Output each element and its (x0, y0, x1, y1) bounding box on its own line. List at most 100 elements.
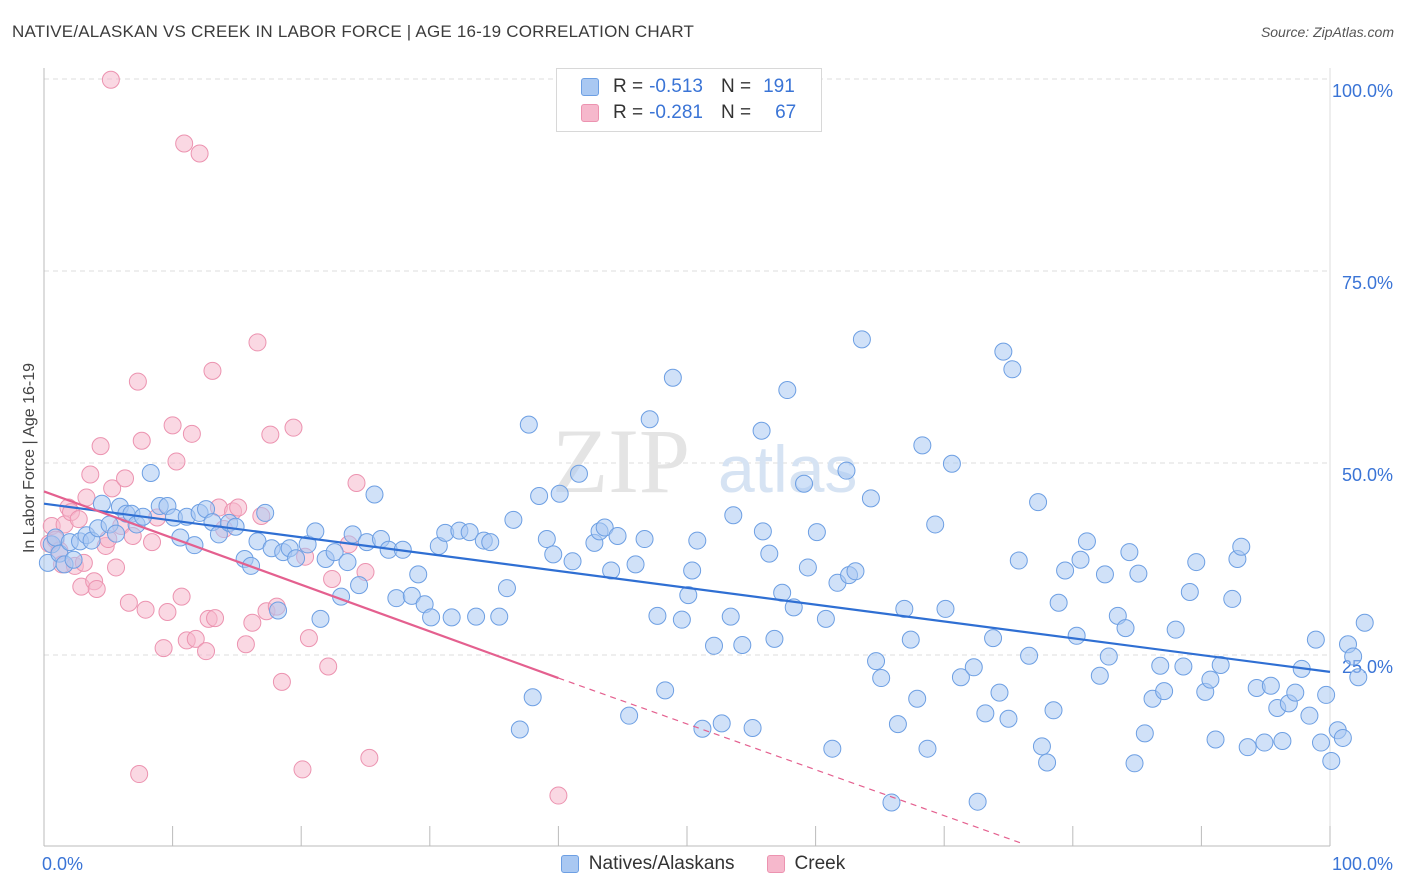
y-tick-label: 100.0% (1332, 81, 1393, 101)
natives-point (1049, 593, 1068, 612)
natives-point (1333, 728, 1352, 747)
natives-point (1020, 646, 1039, 665)
natives-point (467, 607, 486, 626)
natives-point (569, 464, 588, 483)
natives-point (705, 636, 724, 655)
creek-point (182, 424, 201, 443)
axis-layer: 25.0%50.0%75.0%100.0%0.0% 100.0% (42, 68, 1393, 874)
legend-n-value: 67 (775, 102, 797, 123)
natives-point (1120, 543, 1139, 562)
creek-point (197, 642, 216, 661)
creek-point (229, 498, 248, 517)
natives-point (688, 531, 707, 550)
natives-point (683, 561, 702, 580)
creek-point (158, 602, 177, 621)
creek-point (549, 786, 568, 805)
creek-point (347, 473, 366, 492)
natives-point (976, 704, 995, 723)
natives-point (888, 715, 907, 734)
natives-point (648, 606, 667, 625)
natives-point (1129, 564, 1148, 583)
natives-point (895, 599, 914, 618)
natives-point (1317, 685, 1336, 704)
creek-point (248, 333, 267, 352)
natives-point (1151, 656, 1170, 675)
natives-point (1090, 666, 1109, 685)
natives-point (733, 636, 752, 655)
natives-point (816, 609, 835, 628)
creek-point (172, 587, 191, 606)
legend-r-value: -0.513 (649, 76, 703, 97)
creek-point (103, 479, 122, 498)
natives-point (1322, 751, 1341, 770)
natives-point (778, 381, 797, 400)
watermark: ZIP atlas (552, 410, 857, 512)
natives-point (679, 586, 698, 605)
natives-point (1003, 360, 1022, 379)
natives-point (1286, 683, 1305, 702)
natives-point (908, 689, 927, 708)
creek-point (284, 418, 303, 437)
natives-point (620, 706, 639, 725)
creek-point (81, 465, 100, 484)
natives-point (926, 515, 945, 534)
natives-point (936, 599, 955, 618)
natives-point (1174, 657, 1193, 676)
creek-point (206, 609, 225, 628)
natives-point (1232, 537, 1251, 556)
natives-point (861, 489, 880, 508)
natives-point (1029, 493, 1048, 512)
natives-point (1238, 738, 1257, 757)
natives-point (1032, 737, 1051, 756)
creek-point (167, 452, 186, 471)
natives-point (269, 601, 288, 620)
natives-point (422, 608, 441, 627)
natives-point (64, 550, 83, 569)
natives-point (942, 454, 961, 473)
legend-swatch-natives (560, 855, 579, 873)
creek-point (203, 361, 222, 380)
creek-point (132, 431, 151, 450)
watermark-zip: ZIP (552, 410, 690, 512)
natives-point (602, 561, 621, 580)
natives-point (387, 589, 406, 608)
natives-point (837, 461, 856, 480)
natives-point (1349, 668, 1368, 687)
natives-point (343, 525, 362, 544)
creek-point (128, 372, 147, 391)
natives-point (672, 610, 691, 629)
legend-r-label: R = (613, 76, 644, 97)
natives-point (1344, 647, 1363, 666)
natives-point (724, 506, 743, 525)
natives-point (608, 526, 627, 545)
natives-point (1211, 655, 1230, 674)
trend-layer (43, 490, 1331, 844)
natives-point (550, 484, 569, 503)
creek-point (163, 416, 182, 435)
creek-trendline-extension (558, 677, 1022, 844)
natives-point (256, 503, 275, 522)
natives-point (656, 681, 675, 700)
natives-point (141, 463, 160, 482)
natives-point (1095, 565, 1114, 584)
natives-point (510, 720, 529, 739)
natives-point (1180, 583, 1199, 602)
points-layer (38, 70, 1374, 812)
legend-r-value: -0.281 (649, 102, 703, 123)
natives-point (595, 518, 614, 537)
watermark-atlas: atlas (718, 432, 857, 506)
natives-point (1099, 647, 1118, 666)
natives-point (693, 719, 712, 738)
natives-point (497, 579, 516, 598)
creek-point (154, 639, 173, 658)
natives-point (626, 555, 645, 574)
y-tick-label: 50.0% (1342, 465, 1393, 485)
natives-point (1355, 613, 1374, 632)
natives-point (753, 522, 772, 541)
natives-point (1187, 553, 1206, 572)
legend-r-label: R = (613, 102, 644, 123)
creek-point (101, 70, 120, 89)
natives-point (409, 565, 428, 584)
natives-point (107, 524, 126, 543)
legend-swatch-creek (581, 104, 599, 122)
